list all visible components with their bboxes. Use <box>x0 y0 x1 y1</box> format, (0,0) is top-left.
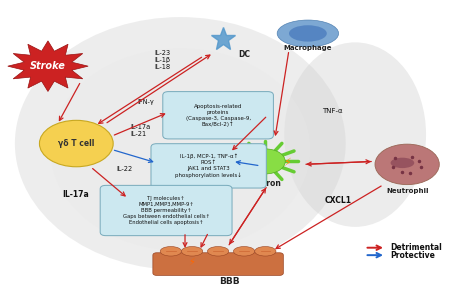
Ellipse shape <box>15 17 346 270</box>
Circle shape <box>246 149 285 174</box>
Text: DC: DC <box>238 50 250 59</box>
FancyBboxPatch shape <box>163 91 273 139</box>
Ellipse shape <box>277 20 338 47</box>
Polygon shape <box>8 41 88 91</box>
Text: IL-17a: IL-17a <box>62 190 89 199</box>
Ellipse shape <box>284 42 426 227</box>
FancyBboxPatch shape <box>153 253 283 275</box>
Ellipse shape <box>234 246 255 256</box>
Text: Apoptosis-related
proteins
(Caspase-3, Caspase-9,
Bax/Bcl-2)↑: Apoptosis-related proteins (Caspase-3, C… <box>185 103 251 127</box>
Text: IL-17a
IL-21: IL-17a IL-21 <box>131 124 151 137</box>
Ellipse shape <box>289 25 327 42</box>
Ellipse shape <box>255 246 276 256</box>
Ellipse shape <box>391 158 414 168</box>
Text: TJ molecules↑
MMP1,MMP3,MMP-9↑
BBB permeability↑
Gaps between endothelial cells↑: TJ molecules↑ MMP1,MMP3,MMP-9↑ BBB perme… <box>123 196 210 225</box>
Text: Macrophage: Macrophage <box>283 45 332 51</box>
Ellipse shape <box>208 246 229 256</box>
Circle shape <box>39 120 113 167</box>
Text: Stroke: Stroke <box>30 61 66 71</box>
Text: IL-22: IL-22 <box>117 166 133 172</box>
Text: Detrimental: Detrimental <box>391 243 442 252</box>
Ellipse shape <box>160 246 182 256</box>
Text: ⚡: ⚡ <box>189 257 196 267</box>
FancyBboxPatch shape <box>151 144 266 188</box>
Text: BBB: BBB <box>219 277 240 286</box>
Text: TNF-α: TNF-α <box>322 108 343 114</box>
Text: Neutrophil: Neutrophil <box>386 188 428 194</box>
Ellipse shape <box>50 48 310 251</box>
Text: ⚡: ⚡ <box>283 158 291 168</box>
Text: Neuron: Neuron <box>249 179 281 188</box>
Text: IL-1β, MCP-1, TNF-α↑
ROS↑
JAK1 and STAT3
phosphorylation levels↓: IL-1β, MCP-1, TNF-α↑ ROS↑ JAK1 and STAT3… <box>175 154 242 178</box>
Text: γδ T cell: γδ T cell <box>58 139 94 148</box>
Text: IFN-γ: IFN-γ <box>138 99 155 105</box>
Text: Protective: Protective <box>391 251 436 260</box>
Ellipse shape <box>182 246 203 256</box>
Text: CXCL1: CXCL1 <box>325 196 352 205</box>
Circle shape <box>375 144 439 184</box>
Text: IL-23
IL-1β
IL-18: IL-23 IL-1β IL-18 <box>155 50 171 70</box>
FancyBboxPatch shape <box>100 185 232 236</box>
